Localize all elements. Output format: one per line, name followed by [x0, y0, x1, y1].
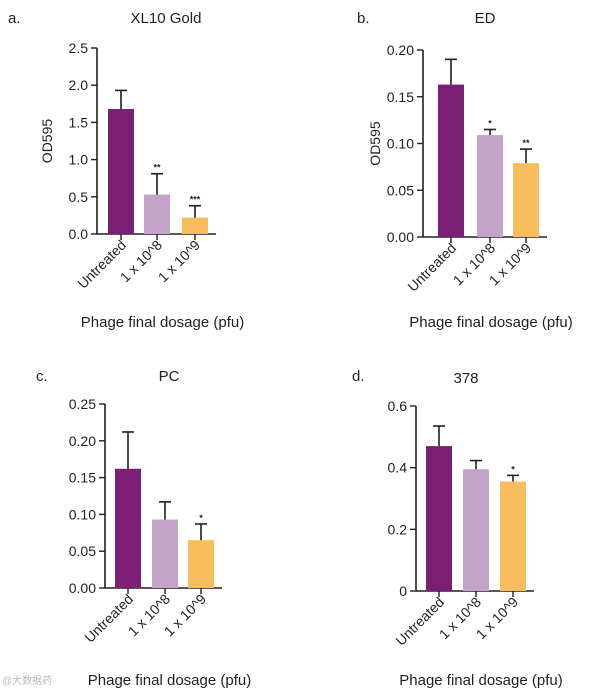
y-tick-label: 0.00	[387, 229, 414, 245]
x-axis-label: Phage final dosage (pfu)	[81, 314, 244, 331]
category-untreated: Untreated	[404, 240, 459, 295]
y-tick-label: 0.2	[388, 521, 408, 537]
y-axis-label: OD595	[39, 119, 55, 164]
bar-untreated	[438, 84, 464, 237]
y-tick-label: 1.0	[69, 152, 89, 168]
panel-label: b.	[357, 10, 370, 27]
y-tick-label: 0.05	[387, 182, 414, 198]
y-tick-label: 0.00	[69, 580, 96, 596]
bar-1e9	[188, 540, 214, 588]
bar-1e8	[144, 194, 170, 234]
x-axis-label: Phage final dosage (pfu)	[409, 314, 572, 331]
y-tick-label: 1.5	[69, 114, 89, 130]
bar-1e9	[500, 481, 526, 591]
x-axis-label: Phage final dosage (pfu)	[88, 672, 251, 689]
bar-untreated	[115, 468, 141, 588]
significance-mark: *	[488, 118, 492, 128]
chart-title: XL10 Gold	[131, 10, 202, 27]
category-untreated: Untreated	[74, 237, 129, 292]
bar-1e8	[477, 135, 503, 237]
watermark-text: @大数据药	[2, 676, 53, 687]
y-tick-label: 0	[399, 583, 407, 599]
significance-mark: **	[522, 138, 530, 148]
y-axis-label: OD595	[367, 121, 383, 166]
panel-label: a.	[8, 10, 21, 27]
panel-label: d.	[352, 368, 365, 385]
y-tick-label: 0.5	[69, 189, 89, 205]
y-tick-label: 0.4	[388, 460, 408, 476]
y-tick-label: 0.15	[387, 89, 414, 105]
category-1e9: 1 x 10^9	[155, 237, 204, 286]
significance-mark: *	[511, 464, 515, 474]
significance-mark: **	[153, 163, 161, 173]
bar-1e8	[152, 519, 178, 588]
y-tick-label: 0.05	[69, 543, 96, 559]
bar-1e9	[182, 217, 208, 234]
category-untreated: Untreated	[392, 594, 447, 649]
y-tick-label: 0.20	[69, 433, 96, 449]
chart-panel-a: a. XL10 Gold 0.0 0.5 1.0 1.5 2.0 2.5 OD595 Untrea…	[8, 10, 244, 331]
bar-untreated	[426, 446, 452, 591]
y-tick-label: 0.6	[388, 398, 408, 414]
y-tick-label: 2.0	[69, 77, 89, 93]
significance-mark: ***	[190, 195, 201, 205]
significance-mark: *	[199, 513, 203, 523]
y-tick-label: 0.15	[69, 470, 96, 486]
bar-1e9	[513, 163, 539, 237]
chart-panel-b: b. ED0.000.050.100.150.20OD595Untreated*1…	[357, 10, 573, 331]
bar-untreated	[108, 109, 134, 234]
y-tick-label: 2.5	[69, 40, 89, 56]
y-tick-label: 0.20	[387, 42, 414, 58]
y-tick-label: 0.25	[69, 396, 96, 412]
chart-title: PC	[159, 368, 180, 385]
y-tick-label: 0.0	[69, 226, 89, 242]
chart-title: ED	[475, 10, 496, 27]
bar-1e8	[463, 469, 489, 591]
x-axis-label: Phage final dosage (pfu)	[399, 672, 562, 689]
category-1e9: 1 x 10^9	[473, 594, 522, 643]
y-tick-label: 0.10	[69, 506, 96, 522]
chart-title: 378	[453, 370, 478, 387]
y-tick-label: 0.10	[387, 136, 414, 152]
panel-label: c.	[36, 368, 48, 385]
category-untreated: Untreated	[81, 591, 136, 646]
